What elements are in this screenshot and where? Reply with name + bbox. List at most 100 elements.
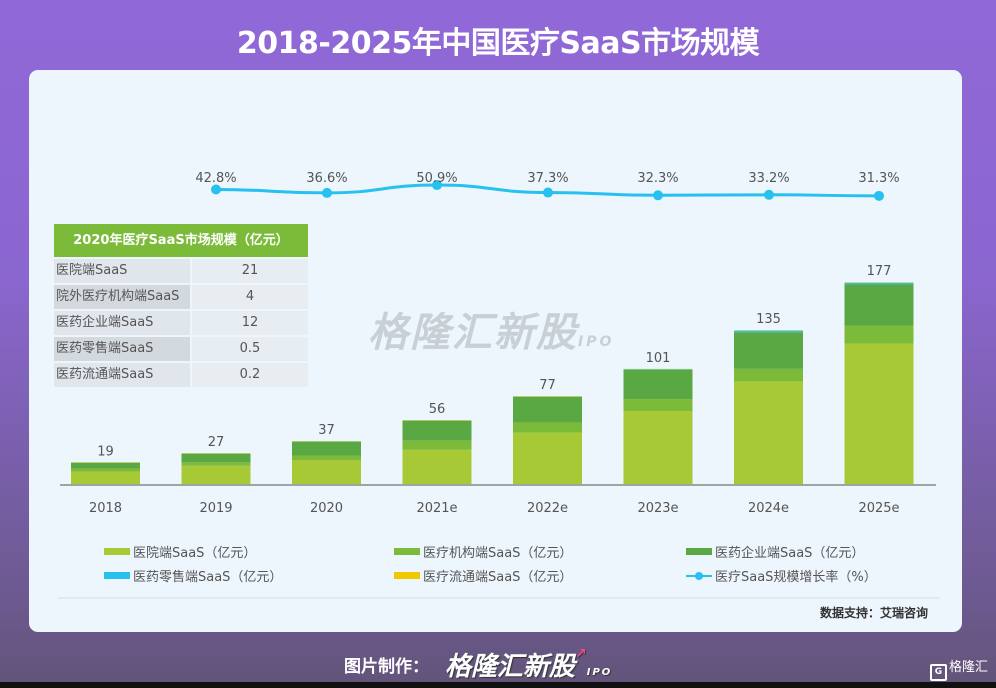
legend-item-circulation: 医疗流通端SaaS（亿元） <box>394 566 572 585</box>
bar-segment-0 <box>292 460 361 484</box>
footer-brand-logo: 格隆汇新股↗ IPO <box>445 646 612 683</box>
bar-segment-4 <box>734 330 803 331</box>
table-title: 2020年医疗SaaS市场规模（亿元） <box>54 224 308 257</box>
legend-label: 医药企业端SaaS（亿元） <box>715 546 865 561</box>
x-tick-label: 2023e <box>637 501 678 516</box>
table-row-value: 0.5 <box>192 337 308 361</box>
watermark: 格隆汇新股IPO <box>368 300 614 358</box>
growth-rate-point <box>432 180 442 191</box>
table-row-value: 21 <box>192 259 308 283</box>
table-row-value: 12 <box>192 311 308 335</box>
table-row: 院外医疗机构端SaaS 4 <box>54 285 308 309</box>
growth-rate-label: 33.2% <box>748 171 789 186</box>
bar-segment-1 <box>292 455 361 461</box>
growth-rate-point <box>543 187 553 198</box>
bar-segment-2 <box>402 420 472 441</box>
x-tick-label: 2019 <box>199 501 232 516</box>
bar-segment-3 <box>844 282 914 285</box>
legend-item-enterprise: 医药企业端SaaS（亿元） <box>686 542 864 561</box>
bar-total-label: 56 <box>429 402 446 417</box>
table-row-label: 医药零售端SaaS <box>54 337 190 361</box>
legend-item-institution: 医疗机构端SaaS（亿元） <box>394 542 572 561</box>
growth-rate-label: 31.3% <box>858 171 899 186</box>
market-size-table: 2020年医疗SaaS市场规模（亿元） 医院端SaaS 21 院外医疗机构端Sa… <box>54 224 308 387</box>
growth-rate-label: 32.3% <box>637 171 678 186</box>
table-row: 医院端SaaS 21 <box>54 259 308 283</box>
growth-rate-label: 50.9% <box>416 171 457 186</box>
x-tick-label: 2024e <box>748 501 789 516</box>
table-row-label: 医药流通端SaaS <box>54 363 190 387</box>
bar-segment-3 <box>734 330 803 333</box>
bar-segment-3 <box>623 369 693 370</box>
legend-swatch <box>104 572 130 579</box>
table-row: 医药流通端SaaS 0.2 <box>54 363 308 387</box>
growth-rate-label: 42.8% <box>195 171 236 186</box>
bar-segment-2 <box>292 441 361 456</box>
page-title: 2018-2025年中国医疗SaaS市场规模 <box>236 26 760 61</box>
bar-total-label: 37 <box>318 423 335 438</box>
corner-logo-text: 格隆汇 <box>948 660 988 675</box>
legend-label: 医疗机构端SaaS（亿元） <box>423 546 573 561</box>
table-row-value: 4 <box>192 285 308 309</box>
legend-line-swatch <box>686 571 712 581</box>
growth-rate-point <box>322 187 332 198</box>
bar-total-label: 27 <box>208 435 225 450</box>
bar-segment-1 <box>844 325 914 344</box>
bar-segment-3 <box>292 441 361 442</box>
growth-rate-point <box>764 189 774 200</box>
bottom-strip <box>0 682 996 688</box>
bar-segment-2 <box>71 462 140 469</box>
legend-swatch <box>394 572 420 579</box>
legend-swatch <box>104 548 130 555</box>
legend-label: 医疗SaaS规模增长率（%） <box>715 570 877 585</box>
legend-swatch <box>686 548 712 555</box>
corner-logo: G 格隆汇 <box>929 656 988 681</box>
bar-total-label: 177 <box>867 264 892 279</box>
table-row-label: 院外医疗机构端SaaS <box>54 285 190 309</box>
footer-brand-text: 格隆汇新股 <box>445 652 576 682</box>
growth-rate-label: 36.6% <box>306 171 347 186</box>
data-source: 数据支持：艾瑞咨询 <box>819 606 928 620</box>
bar-segment-4 <box>844 282 914 283</box>
footer: 图片制作： 格隆汇新股↗ IPO G 格隆汇 <box>0 644 996 682</box>
legend-item-growth-rate: 医疗SaaS规模增长率（%） <box>686 566 877 585</box>
x-tick-label: 2021e <box>416 501 457 516</box>
bar-total-label: 135 <box>756 312 781 327</box>
x-tick-label: 2022e <box>527 501 568 516</box>
growth-rate-label: 37.3% <box>527 171 568 186</box>
bar-segment-1 <box>402 440 472 450</box>
bar-segment-0 <box>734 381 803 484</box>
bar-segment-0 <box>844 343 914 484</box>
bar-segment-1 <box>71 468 140 472</box>
watermark-text: 格隆汇新股 <box>368 310 578 356</box>
legend-item-retail: 医药零售端SaaS（亿元） <box>104 566 282 585</box>
x-tick-label: 2025e <box>858 501 899 516</box>
bar-segment-2 <box>623 370 693 400</box>
bar-segment-4 <box>513 396 582 397</box>
footer-made-by: 图片制作： <box>344 657 429 677</box>
bar-segment-1 <box>623 399 693 412</box>
bar-segment-4 <box>623 368 693 370</box>
table-row: 医药企业端SaaS 12 <box>54 311 308 335</box>
bar-segment-0 <box>623 411 693 484</box>
bar-segment-0 <box>71 471 140 484</box>
growth-rate-point <box>874 190 884 201</box>
bar-segment-1 <box>734 368 803 382</box>
bar-segment-4 <box>181 453 251 454</box>
gelonghui-logo-icon: G <box>929 664 947 681</box>
bar-segment-0 <box>402 449 472 484</box>
bar-segment-0 <box>513 432 582 484</box>
legend-swatch <box>394 548 420 555</box>
divider <box>58 597 940 599</box>
bar-segment-4 <box>292 441 361 442</box>
table-row-label: 医院端SaaS <box>54 259 190 283</box>
growth-rate-point <box>211 184 221 195</box>
legend-item-hospital: 医院端SaaS（亿元） <box>104 542 256 561</box>
growth-rate-point <box>653 190 663 201</box>
watermark-ipo: IPO <box>578 334 615 350</box>
footer-brand-ipo: IPO <box>586 667 613 678</box>
trend-arrow-icon: ↗ <box>575 646 587 662</box>
table-row-label: 医药企业端SaaS <box>54 311 190 335</box>
bar-total-label: 77 <box>539 378 556 393</box>
